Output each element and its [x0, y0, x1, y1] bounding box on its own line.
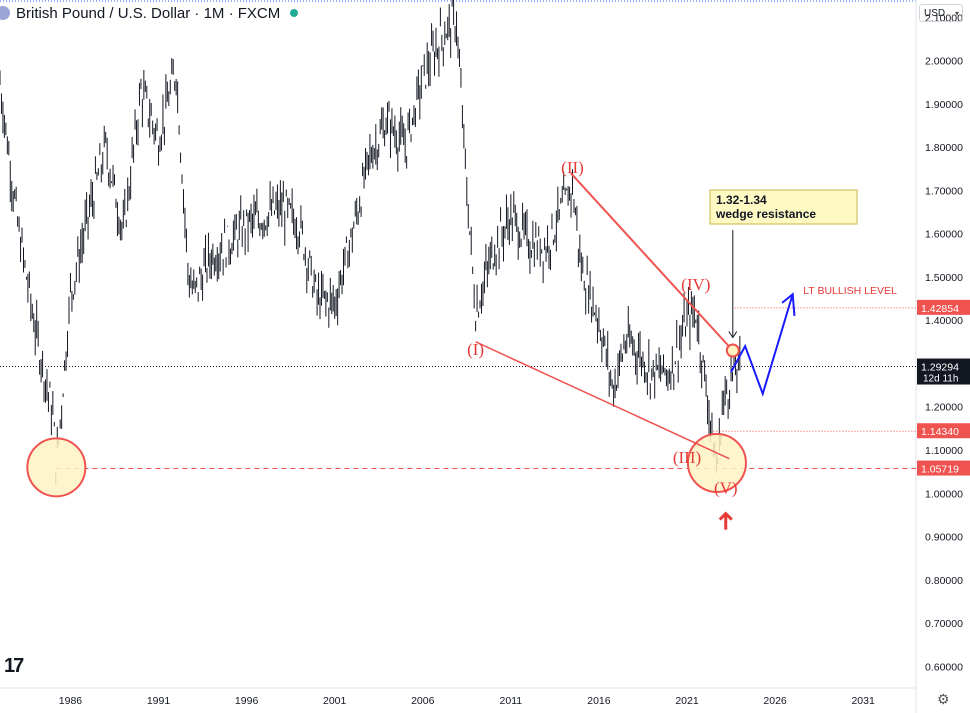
y-tick-label: 1.70000: [925, 185, 963, 197]
tradingview-logo[interactable]: 17: [4, 655, 24, 677]
resistance-touch-circle: [725, 343, 740, 358]
price-label-bg: [917, 423, 970, 439]
wedge-upper-line: [570, 172, 734, 352]
x-tick-label: 2021: [675, 695, 699, 707]
y-tick-label: 1.10000: [925, 445, 963, 457]
wedge-lower-line: [475, 341, 730, 460]
bullish-level-label: LT BULLISH LEVEL: [803, 285, 897, 297]
reversal-up-arrow-icon: [718, 511, 733, 530]
x-tick-label: 2011: [500, 695, 523, 707]
projection-arrowhead: [781, 292, 796, 316]
y-tick-label: 1.60000: [925, 229, 963, 241]
y-tick-label: 1.80000: [925, 142, 963, 154]
currency-selector[interactable]: USD ▾: [919, 4, 963, 22]
x-tick-label: 1991: [147, 695, 171, 707]
symbol-title[interactable]: British Pound / U.S. Dollar · 1M · FXCM: [16, 4, 281, 22]
price-label-text: 1.29294: [921, 362, 959, 374]
y-tick-label: 2.00000: [925, 56, 963, 68]
wave-label: (I): [467, 340, 484, 359]
y-tick-label: 0.70000: [925, 618, 963, 630]
y-tick-label: 1.20000: [925, 402, 963, 414]
y-tick-label: 0.90000: [925, 532, 963, 544]
y-tick-label: 0.60000: [925, 661, 963, 673]
y-tick-label: 0.80000: [925, 575, 963, 587]
price-label-bg: [917, 358, 970, 385]
annotation-text: 1.32-1.34: [716, 193, 767, 207]
price-label-bg: [917, 460, 970, 476]
x-tick-label: 2031: [851, 695, 875, 707]
price-label-text: 1.14340: [921, 426, 959, 438]
x-tick-label: 1986: [59, 695, 83, 707]
wave-label: (II): [561, 158, 584, 177]
price-label-text: 1.42854: [921, 303, 959, 315]
low-1985-circle: [26, 437, 87, 498]
price-label-text: 1.05719: [921, 464, 959, 476]
market-status-icon: [290, 9, 299, 17]
chart-header: British Pound / U.S. Dollar · 1M · FXCM: [0, 0, 299, 26]
wave-label: (IV): [681, 275, 710, 294]
annotation-arrowhead: [728, 331, 738, 339]
y-tick-label: 1.40000: [925, 315, 963, 327]
x-tick-label: 2026: [763, 695, 787, 707]
x-tick-label: 2001: [323, 695, 347, 707]
low-2022-circle: [686, 432, 747, 493]
y-tick-label: 1.50000: [925, 272, 963, 284]
x-tick-label: 2006: [411, 695, 435, 707]
price-label-countdown: 12d 11h: [923, 374, 958, 385]
chevron-down-icon: ▾: [954, 8, 959, 18]
price-label-bg: [917, 299, 970, 315]
wave-label: (III): [673, 448, 701, 467]
wave-label: (V): [714, 478, 738, 497]
y-tick-label: 1.90000: [925, 99, 963, 111]
annotation-box: [709, 189, 858, 225]
annotation-text: wedge resistance: [715, 207, 816, 221]
gear-icon[interactable]: ⚙: [937, 691, 950, 707]
y-tick-label: 1.00000: [925, 488, 963, 500]
x-tick-label: 2016: [587, 695, 611, 707]
gbp-flag-icon: [0, 6, 10, 20]
projection-path: [730, 293, 794, 397]
x-tick-label: 1996: [235, 695, 259, 707]
currency-label: USD: [924, 7, 946, 19]
